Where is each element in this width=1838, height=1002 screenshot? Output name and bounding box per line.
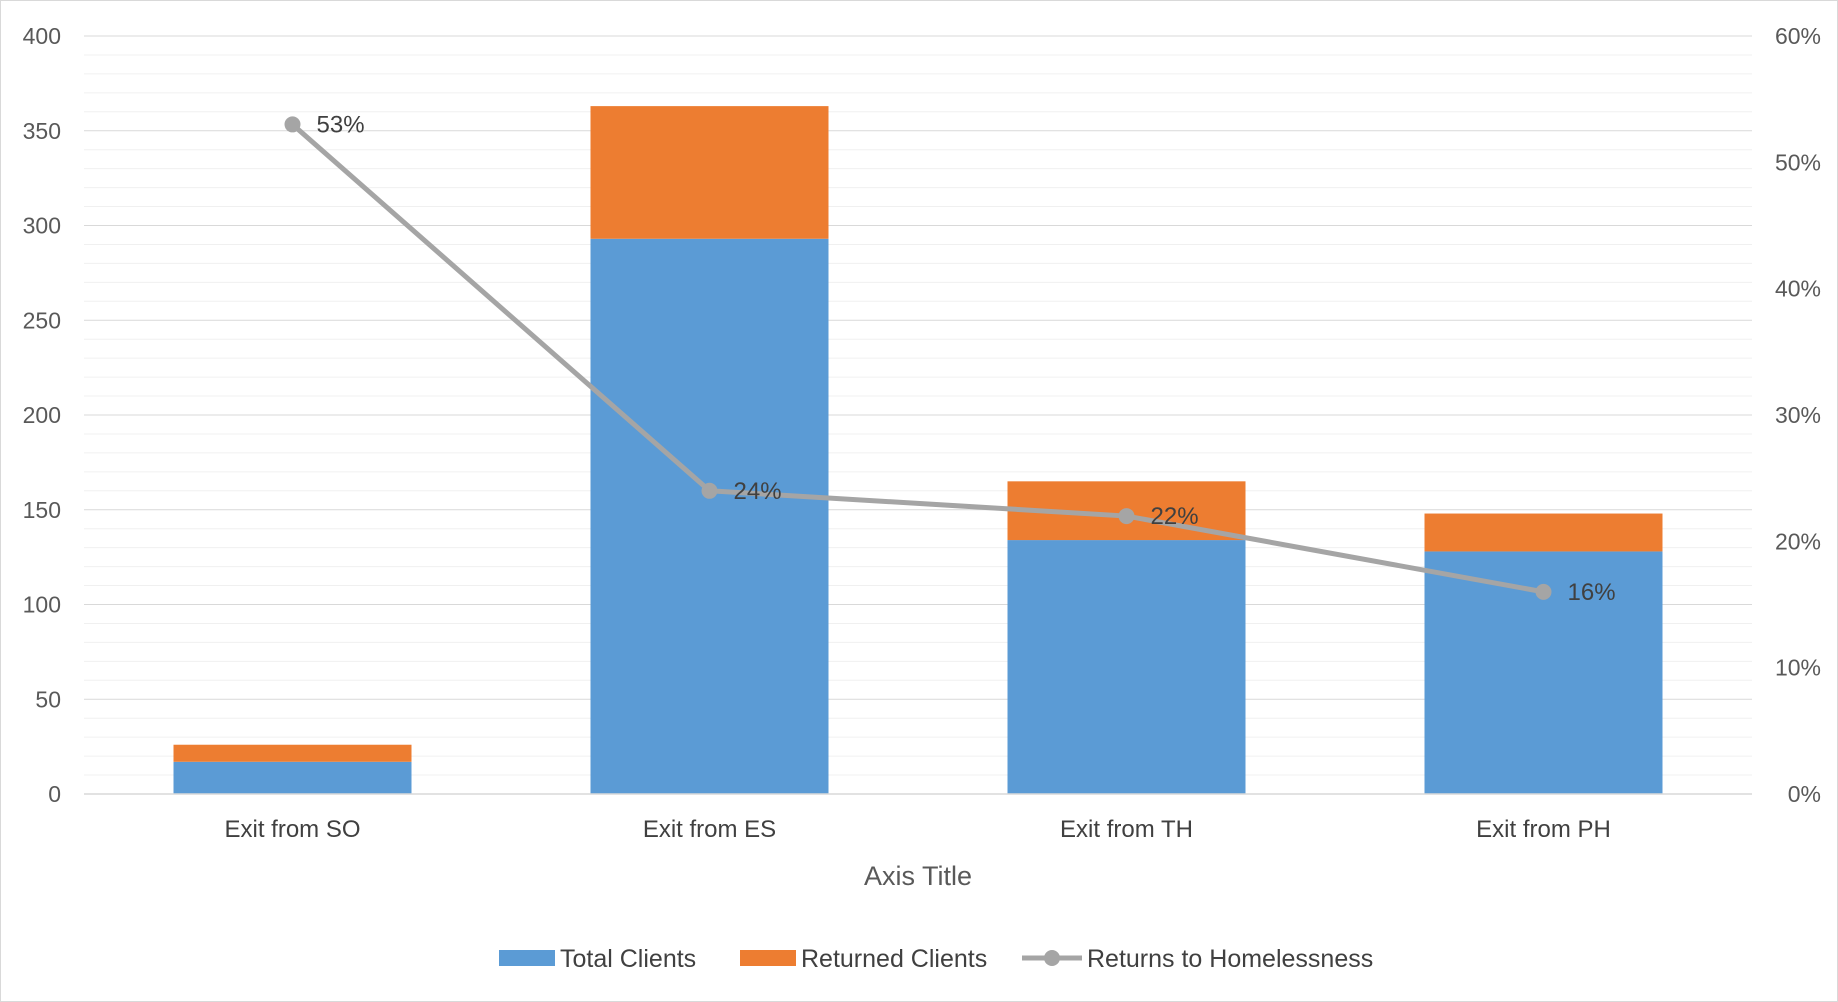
line-series: 53% 24% 22% 16% <box>284 111 1616 606</box>
right-tick-label: 40% <box>1775 276 1821 302</box>
category-label: Exit from PH <box>1476 816 1611 843</box>
data-label: 24% <box>734 478 782 505</box>
legend-item: Returned Clients <box>740 945 987 973</box>
legend-label: Returns to Homelessness <box>1087 945 1373 973</box>
right-tick-label: 0% <box>1788 781 1821 807</box>
line-marker <box>284 116 301 133</box>
bar-returned-clients <box>590 106 829 239</box>
right-tick-label: 10% <box>1775 655 1821 681</box>
legend-label: Total Clients <box>560 945 696 973</box>
bar-returned-clients <box>1424 513 1663 552</box>
line-marker <box>701 482 718 499</box>
left-tick-label: 0 <box>48 781 61 807</box>
left-tick-label: 50 <box>35 686 61 712</box>
data-label: 22% <box>1151 503 1199 530</box>
data-label: 16% <box>1568 579 1616 606</box>
major-gridlines <box>84 35 1752 700</box>
right-tick-label: 20% <box>1775 528 1821 554</box>
legend: Total Clients Returned Clients Returns to … <box>499 945 1373 973</box>
legend-label: Returned Clients <box>801 945 987 973</box>
left-axis-ticks: 0 50 100 150 200 250 300 350 400 <box>23 23 61 807</box>
left-tick-label: 400 <box>23 23 61 49</box>
legend-item: Total Clients <box>499 945 696 973</box>
bar-series <box>173 106 1663 794</box>
left-tick-label: 300 <box>23 213 61 239</box>
bar-returned-clients <box>173 744 412 762</box>
category-label: Exit from SO <box>224 816 360 843</box>
legend-swatch <box>740 950 796 966</box>
category-label: Exit from TH <box>1060 816 1193 843</box>
category-labels: Exit from SO Exit from ES Exit from TH Exit… <box>224 816 1610 843</box>
right-axis-ticks: 0% 10% 20% 30% 40% 50% 60% <box>1775 23 1821 807</box>
line-marker <box>1535 583 1552 600</box>
line-returns-to-homelessness <box>290 122 1544 595</box>
legend-marker <box>1044 950 1060 966</box>
line-marker <box>1118 508 1135 525</box>
legend-item: Returns to Homelessness <box>1022 945 1373 973</box>
category-label: Exit from ES <box>643 816 776 843</box>
bar-total-clients <box>1007 540 1246 794</box>
bar-total-clients <box>173 761 412 794</box>
left-tick-label: 200 <box>23 402 61 428</box>
bar-total-clients <box>590 238 829 794</box>
right-tick-label: 30% <box>1775 402 1821 428</box>
legend-swatch <box>499 950 555 966</box>
right-tick-label: 60% <box>1775 23 1821 49</box>
minor-gridlines <box>84 54 1752 776</box>
right-tick-label: 50% <box>1775 149 1821 175</box>
data-label: 53% <box>317 111 365 138</box>
left-tick-label: 350 <box>23 118 61 144</box>
x-axis-title: Axis Title <box>864 861 972 891</box>
left-tick-label: 250 <box>23 307 61 333</box>
left-tick-label: 100 <box>23 592 61 618</box>
left-tick-label: 150 <box>23 497 61 523</box>
